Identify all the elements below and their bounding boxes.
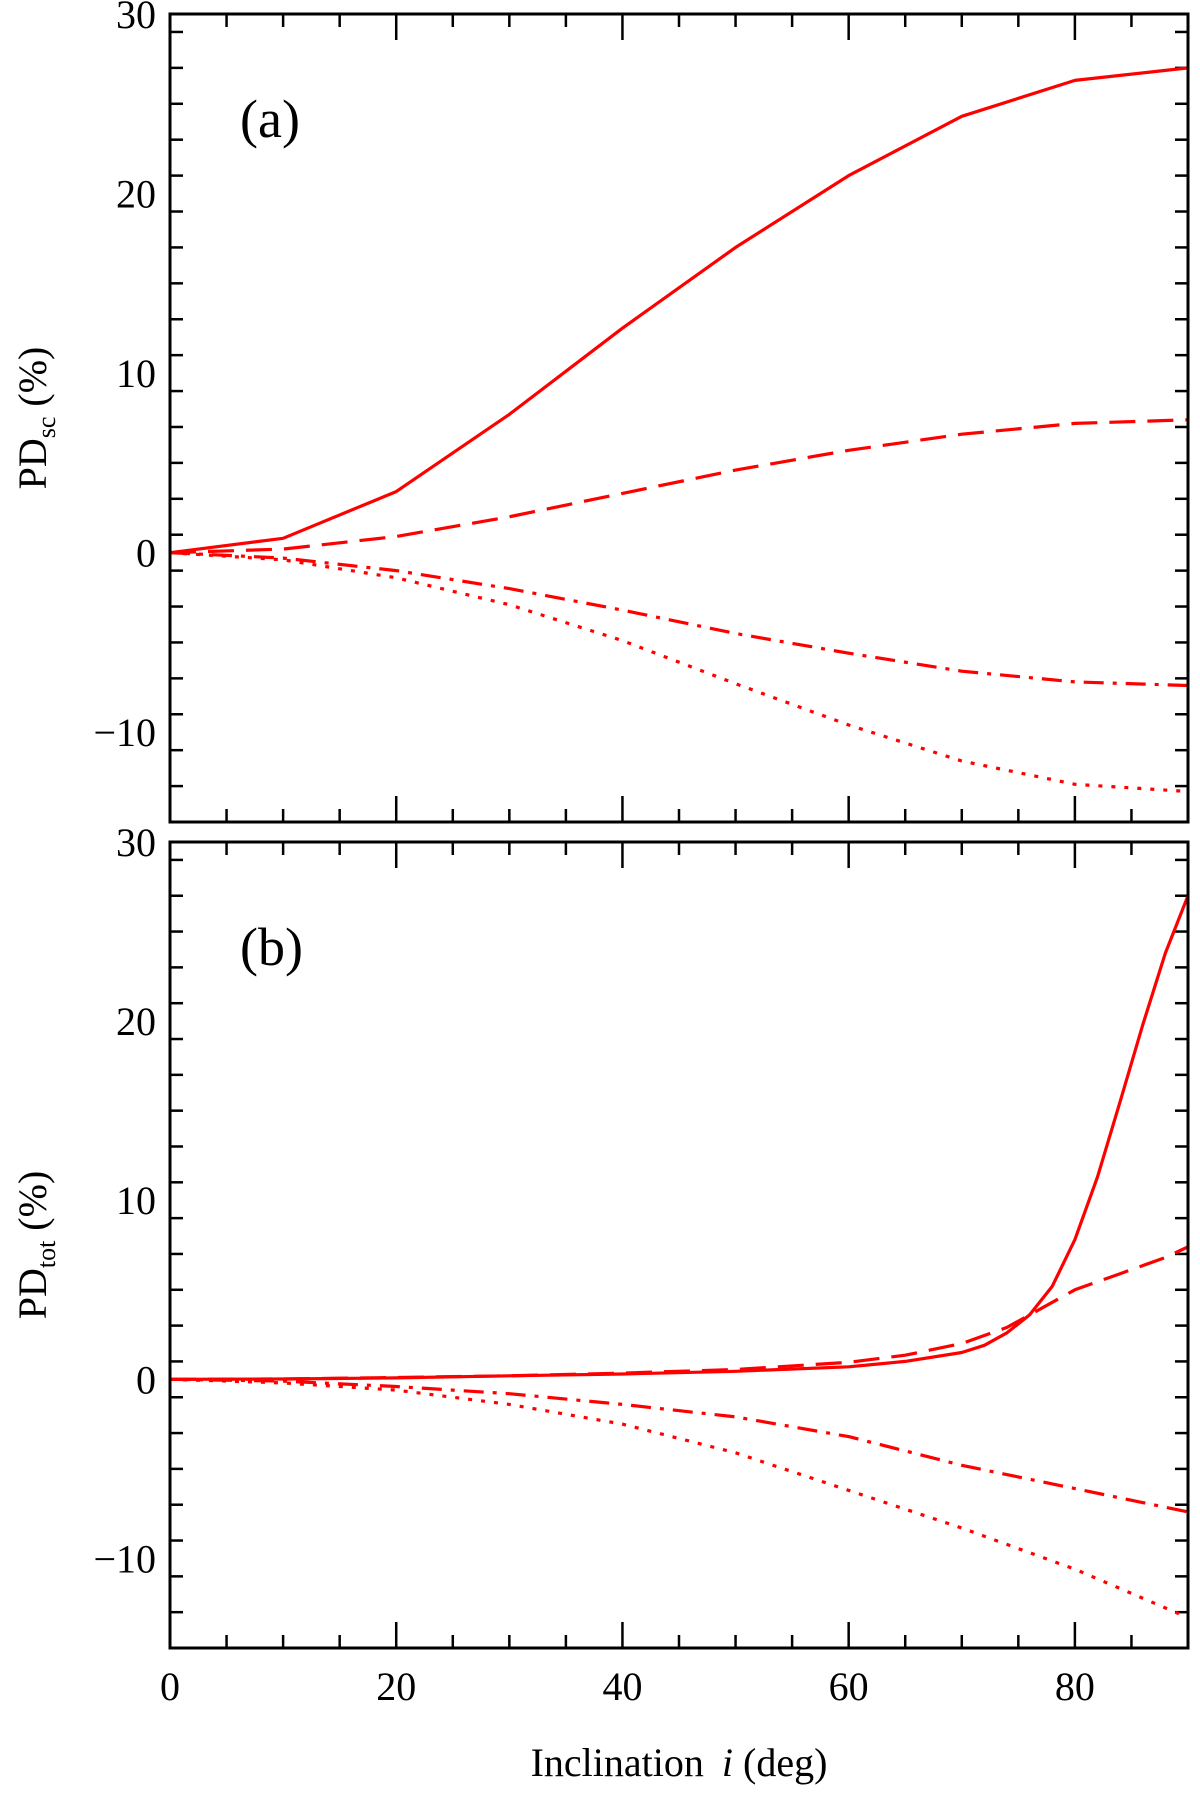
x-tick-label: 0 [160,1664,180,1709]
series-line-dotted [169,1377,1189,1620]
y-tick-label: −10 [93,1536,156,1581]
series-line-dotted [169,551,1189,794]
y-tick-label: 0 [136,1357,156,1402]
y-axis-label-main: PD [10,1268,55,1319]
y-axis-label: PDsc (%) [10,347,61,490]
x-axis-label-var: i [722,1740,733,1785]
x-tick-label: 60 [829,1664,869,1709]
y-axis-label-sub: sc [32,417,61,439]
series-line-dashed [169,1245,1189,1381]
plot-frame [168,840,1190,1650]
y-axis-label-sub: tot [32,1240,61,1268]
x-tick-label: 20 [376,1664,416,1709]
plot-frame [168,12,1190,824]
series-line-dashdot [169,1377,1189,1514]
panel-label: (b) [240,917,303,977]
x-tick-label: 40 [602,1664,642,1709]
panel-a: −10 0 10 20 30 (a) PDsc (%) [10,0,1190,824]
y-tick-label: 30 [116,0,156,37]
x-axis-label: Inclination i (deg) [531,1740,828,1785]
y-tick-label: 10 [116,1178,156,1223]
y-tick-label: 10 [116,351,156,396]
panel-b: −10 0 10 20 30 0 20 40 60 80 (b) PDtot (%) Inclinatio… [10,820,1190,1785]
series-line-dashed [169,418,1189,555]
y-axis-label-unit: (%) [10,347,55,407]
y-tick-label: −10 [93,710,156,755]
y-tick-label: 30 [116,820,156,865]
x-tick-label: 80 [1055,1664,1095,1709]
series-line-dashdot [169,551,1189,688]
y-axis-label-main: PD [10,438,55,489]
y-tick-label: 20 [116,172,156,217]
y-tick-label: 0 [136,531,156,576]
series-line-solid [169,895,1190,1381]
series-line-solid [169,66,1189,555]
panel-label: (a) [240,89,300,149]
y-axis-label-unit: (%) [10,1171,55,1231]
x-axis-label-unit: (deg) [743,1740,827,1785]
y-tick-label: 20 [116,999,156,1044]
x-axis-label-main: Inclination [531,1740,704,1785]
y-axis-label: PDtot (%) [10,1171,61,1320]
